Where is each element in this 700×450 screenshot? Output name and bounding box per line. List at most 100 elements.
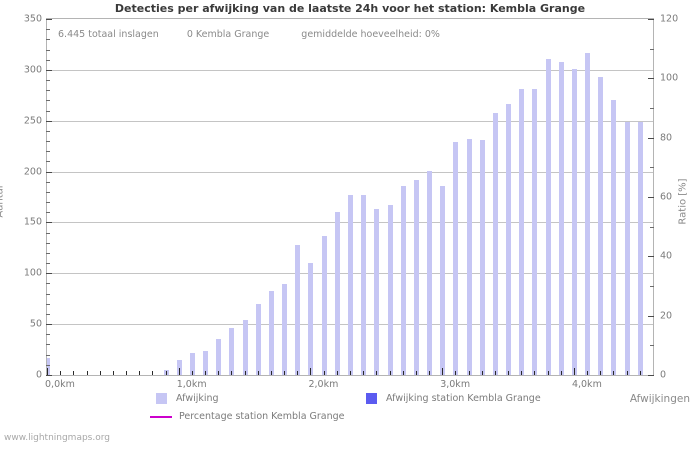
y-tick-major-left: [46, 171, 52, 173]
y-tick-major-left: [46, 69, 52, 71]
y-tick-minor-left: [46, 242, 50, 244]
x-tick-minor: [376, 371, 378, 375]
bar[interactable]: [492, 112, 498, 375]
bar[interactable]: [334, 212, 340, 375]
legend-swatch-icon: [156, 393, 167, 404]
x-tick-minor: [218, 371, 220, 375]
bar[interactable]: [506, 104, 512, 375]
bar[interactable]: [295, 244, 301, 375]
bar[interactable]: [203, 350, 209, 375]
bar[interactable]: [466, 139, 472, 375]
x-tick-minor: [560, 371, 562, 375]
bar[interactable]: [624, 121, 630, 375]
bar[interactable]: [308, 263, 314, 375]
x-tick-minor: [139, 371, 141, 375]
bar[interactable]: [637, 121, 643, 375]
x-tick-minor: [112, 371, 114, 375]
bar[interactable]: [282, 284, 288, 375]
y-tick-minor-right: [650, 226, 654, 228]
bar[interactable]: [479, 140, 485, 375]
y-tick-label-left: 350: [23, 13, 42, 25]
y-tick-minor-left: [46, 252, 50, 254]
x-tick-label: 2,0km: [308, 379, 339, 390]
legend-swatch-icon: [366, 393, 377, 404]
bar[interactable]: [571, 68, 577, 375]
y-tick-minor-left: [46, 232, 50, 234]
bar[interactable]: [387, 205, 393, 375]
x-tick-minor: [363, 371, 365, 375]
y-tick-minor-right: [650, 167, 654, 169]
y-tick-major-right: [648, 137, 654, 139]
bar[interactable]: [427, 170, 433, 375]
x-tick-minor: [86, 371, 88, 375]
legend-item-station[interactable]: Afwijking station Kembla Grange: [366, 393, 541, 404]
gridline: [47, 171, 653, 173]
plot-inner: [47, 19, 653, 375]
bar[interactable]: [216, 339, 222, 375]
x-tick-label: 4,0km: [571, 379, 602, 390]
y-tick-major-right: [648, 78, 654, 80]
bar[interactable]: [348, 194, 353, 375]
y-tick-minor-left: [46, 212, 50, 214]
bar[interactable]: [374, 209, 380, 375]
bar[interactable]: [440, 185, 446, 375]
x-tick-minor: [152, 371, 154, 375]
y-tick-minor-left: [46, 130, 50, 132]
y-tick-minor-left: [46, 49, 50, 51]
y-axis-left-title: Aantal: [0, 185, 6, 218]
bar[interactable]: [413, 179, 419, 375]
bar[interactable]: [585, 52, 591, 375]
x-tick-minor: [508, 371, 510, 375]
x-tick-major: [310, 368, 312, 375]
bar[interactable]: [229, 328, 235, 375]
x-tick-minor: [639, 371, 641, 375]
x-tick-minor: [191, 371, 193, 375]
x-tick-minor: [99, 371, 101, 375]
y-tick-minor-left: [46, 293, 50, 295]
bar[interactable]: [519, 89, 525, 375]
bar[interactable]: [598, 76, 604, 375]
x-tick-minor: [415, 371, 417, 375]
y-tick-minor-right: [650, 108, 654, 109]
bar[interactable]: [47, 357, 50, 375]
x-tick-minor: [429, 371, 431, 375]
x-tick-minor: [389, 371, 391, 375]
y-tick-label-right: 120: [660, 13, 679, 25]
x-tick-minor: [336, 371, 338, 375]
bar[interactable]: [268, 290, 274, 375]
stat-total-strikes: 6.445 totaal inslagen: [58, 29, 159, 40]
bar[interactable]: [453, 142, 459, 375]
bar[interactable]: [189, 352, 195, 375]
y-tick-label-left: 200: [23, 166, 42, 178]
bar[interactable]: [545, 58, 551, 375]
bar[interactable]: [611, 100, 617, 375]
y-tick-label-right: 0: [660, 369, 667, 381]
legend-item-percentage[interactable]: Percentage station Kembla Grange: [150, 411, 345, 422]
bar[interactable]: [558, 61, 564, 375]
bar[interactable]: [255, 303, 261, 375]
x-tick-minor: [481, 371, 483, 375]
bar[interactable]: [400, 185, 406, 375]
bar[interactable]: [532, 89, 538, 375]
y-tick-major-right: [648, 256, 654, 258]
legend-line-icon: [150, 415, 172, 418]
y-axis-right-title: Ratio [%]: [677, 178, 689, 225]
x-tick-major: [442, 368, 444, 375]
y-tick-minor-left: [46, 263, 50, 265]
y-tick-label-right: 60: [660, 191, 673, 203]
bar[interactable]: [176, 359, 182, 375]
bar[interactable]: [361, 194, 367, 375]
x-tick-minor: [73, 371, 75, 375]
x-tick-minor: [455, 371, 457, 375]
y-tick-label-left: 300: [23, 64, 42, 76]
page-title: Detecties per afwijking van de laatste 2…: [114, 2, 586, 15]
x-tick-label: 1,0km: [176, 379, 207, 390]
legend-item-afwijking[interactable]: Afwijking: [156, 393, 219, 404]
x-tick-minor: [323, 371, 325, 375]
x-tick-major: [573, 368, 575, 375]
bar[interactable]: [321, 235, 327, 375]
x-tick-minor: [547, 371, 549, 375]
x-tick-minor: [587, 371, 589, 375]
y-tick-label-left: 100: [23, 267, 42, 279]
bar[interactable]: [242, 320, 248, 375]
